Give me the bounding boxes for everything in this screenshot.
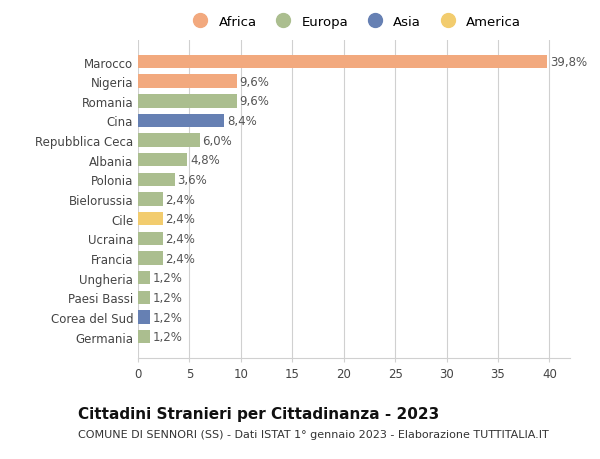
- Legend: Africa, Europa, Asia, America: Africa, Europa, Asia, America: [184, 13, 524, 32]
- Bar: [138, 154, 187, 167]
- Bar: [138, 95, 237, 108]
- Text: 2,4%: 2,4%: [165, 193, 195, 206]
- Text: COMUNE DI SENNORI (SS) - Dati ISTAT 1° gennaio 2023 - Elaborazione TUTTITALIA.IT: COMUNE DI SENNORI (SS) - Dati ISTAT 1° g…: [78, 429, 549, 439]
- Text: Cittadini Stranieri per Cittadinanza - 2023: Cittadini Stranieri per Cittadinanza - 2…: [78, 406, 439, 421]
- Bar: [138, 56, 547, 69]
- Text: 2,4%: 2,4%: [165, 252, 195, 265]
- Bar: [138, 291, 151, 304]
- Bar: [138, 330, 151, 344]
- Bar: [138, 115, 224, 128]
- Bar: [138, 271, 151, 285]
- Bar: [138, 193, 163, 207]
- Bar: [138, 232, 163, 246]
- Text: 3,6%: 3,6%: [178, 174, 208, 186]
- Text: 1,2%: 1,2%: [153, 311, 183, 324]
- Text: 1,2%: 1,2%: [153, 330, 183, 343]
- Bar: [138, 174, 175, 187]
- Text: 8,4%: 8,4%: [227, 115, 257, 128]
- Bar: [138, 75, 237, 89]
- Text: 6,0%: 6,0%: [202, 134, 232, 147]
- Bar: [138, 311, 151, 324]
- Text: 1,2%: 1,2%: [153, 291, 183, 304]
- Bar: [138, 252, 163, 265]
- Text: 1,2%: 1,2%: [153, 272, 183, 285]
- Text: 39,8%: 39,8%: [550, 56, 587, 69]
- Bar: [138, 134, 200, 147]
- Text: 9,6%: 9,6%: [239, 95, 269, 108]
- Text: 2,4%: 2,4%: [165, 213, 195, 226]
- Text: 4,8%: 4,8%: [190, 154, 220, 167]
- Text: 9,6%: 9,6%: [239, 75, 269, 89]
- Bar: [138, 213, 163, 226]
- Text: 2,4%: 2,4%: [165, 232, 195, 246]
